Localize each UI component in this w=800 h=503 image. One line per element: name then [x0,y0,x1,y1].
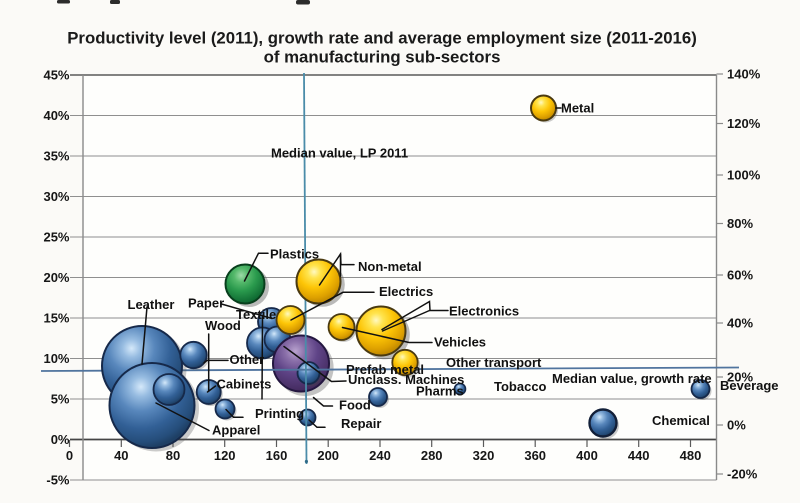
svg-text:140%: 140% [727,67,761,82]
svg-text:0%: 0% [727,418,746,433]
svg-text:Other: Other [230,352,265,367]
svg-text:Plastics: Plastics [270,247,319,262]
svg-text:Prefab metal: Prefab metal [346,362,424,377]
svg-text:Non-metal: Non-metal [358,259,422,274]
svg-text:240: 240 [369,448,391,463]
svg-text:Leather: Leather [128,297,175,312]
svg-text:40%: 40% [43,108,69,123]
svg-text:Electrics: Electrics [379,284,433,299]
svg-text:Metal: Metal [561,101,594,116]
svg-text:-5%: -5% [46,473,70,488]
svg-text:Textile: Textile [236,307,276,322]
svg-text:10%: 10% [43,351,69,366]
svg-text:30%: 30% [43,189,69,204]
svg-text:Tobacco: Tobacco [494,379,547,394]
svg-text:20%: 20% [43,270,69,285]
svg-text:Unclass. Machines: Unclass. Machines [348,372,464,387]
svg-text:-20%: -20% [727,467,758,482]
svg-text:Printing: Printing [255,406,304,421]
svg-text:Paper: Paper [188,296,224,311]
svg-text:160: 160 [266,448,288,463]
svg-text:Apparel: Apparel [212,423,260,438]
svg-text:120%: 120% [727,116,761,131]
svg-text:0%: 0% [51,432,70,447]
svg-text:100%: 100% [727,168,761,183]
svg-text:5%: 5% [51,392,70,407]
svg-text:Beverage: Beverage [720,378,779,393]
svg-text:Median value, growth rate: Median value, growth rate [552,371,712,386]
svg-text:45%: 45% [43,68,69,83]
svg-text:Vehicles: Vehicles [434,335,486,350]
svg-text:Productivity level (2011), gro: Productivity level (2011), growth rate a… [67,29,697,48]
svg-text:Food: Food [339,398,371,413]
svg-text:40%: 40% [727,316,753,331]
svg-text:of manufacturing sub-sectors: of manufacturing sub-sectors [264,48,501,67]
svg-text:Other transport: Other transport [446,355,542,370]
svg-text:35%: 35% [43,149,69,164]
svg-text:280: 280 [421,448,443,463]
svg-text:20%: 20% [727,370,753,385]
svg-text:480: 480 [680,448,702,463]
svg-text:15%: 15% [43,311,69,326]
svg-text:200: 200 [317,448,339,463]
svg-text:Repair: Repair [341,416,381,431]
svg-text:Chemical: Chemical [652,413,710,428]
svg-text:80%: 80% [727,216,753,231]
svg-text:Wood: Wood [205,318,241,333]
svg-text:80: 80 [166,448,180,463]
svg-text:Pharms: Pharms [416,384,464,399]
svg-text:Electronics: Electronics [449,304,519,319]
svg-text:Cabinets: Cabinets [217,377,272,392]
svg-text:Median value, LP 2011: Median value, LP 2011 [271,146,408,161]
svg-text:40: 40 [114,448,128,463]
svg-text:360: 360 [524,448,546,463]
svg-text:60%: 60% [727,268,753,283]
svg-text:320: 320 [473,448,495,463]
svg-text:120: 120 [214,448,236,463]
svg-text:0: 0 [66,448,73,463]
svg-text:400: 400 [576,448,598,463]
svg-text:440: 440 [628,448,650,463]
svg-text:25%: 25% [43,230,69,245]
